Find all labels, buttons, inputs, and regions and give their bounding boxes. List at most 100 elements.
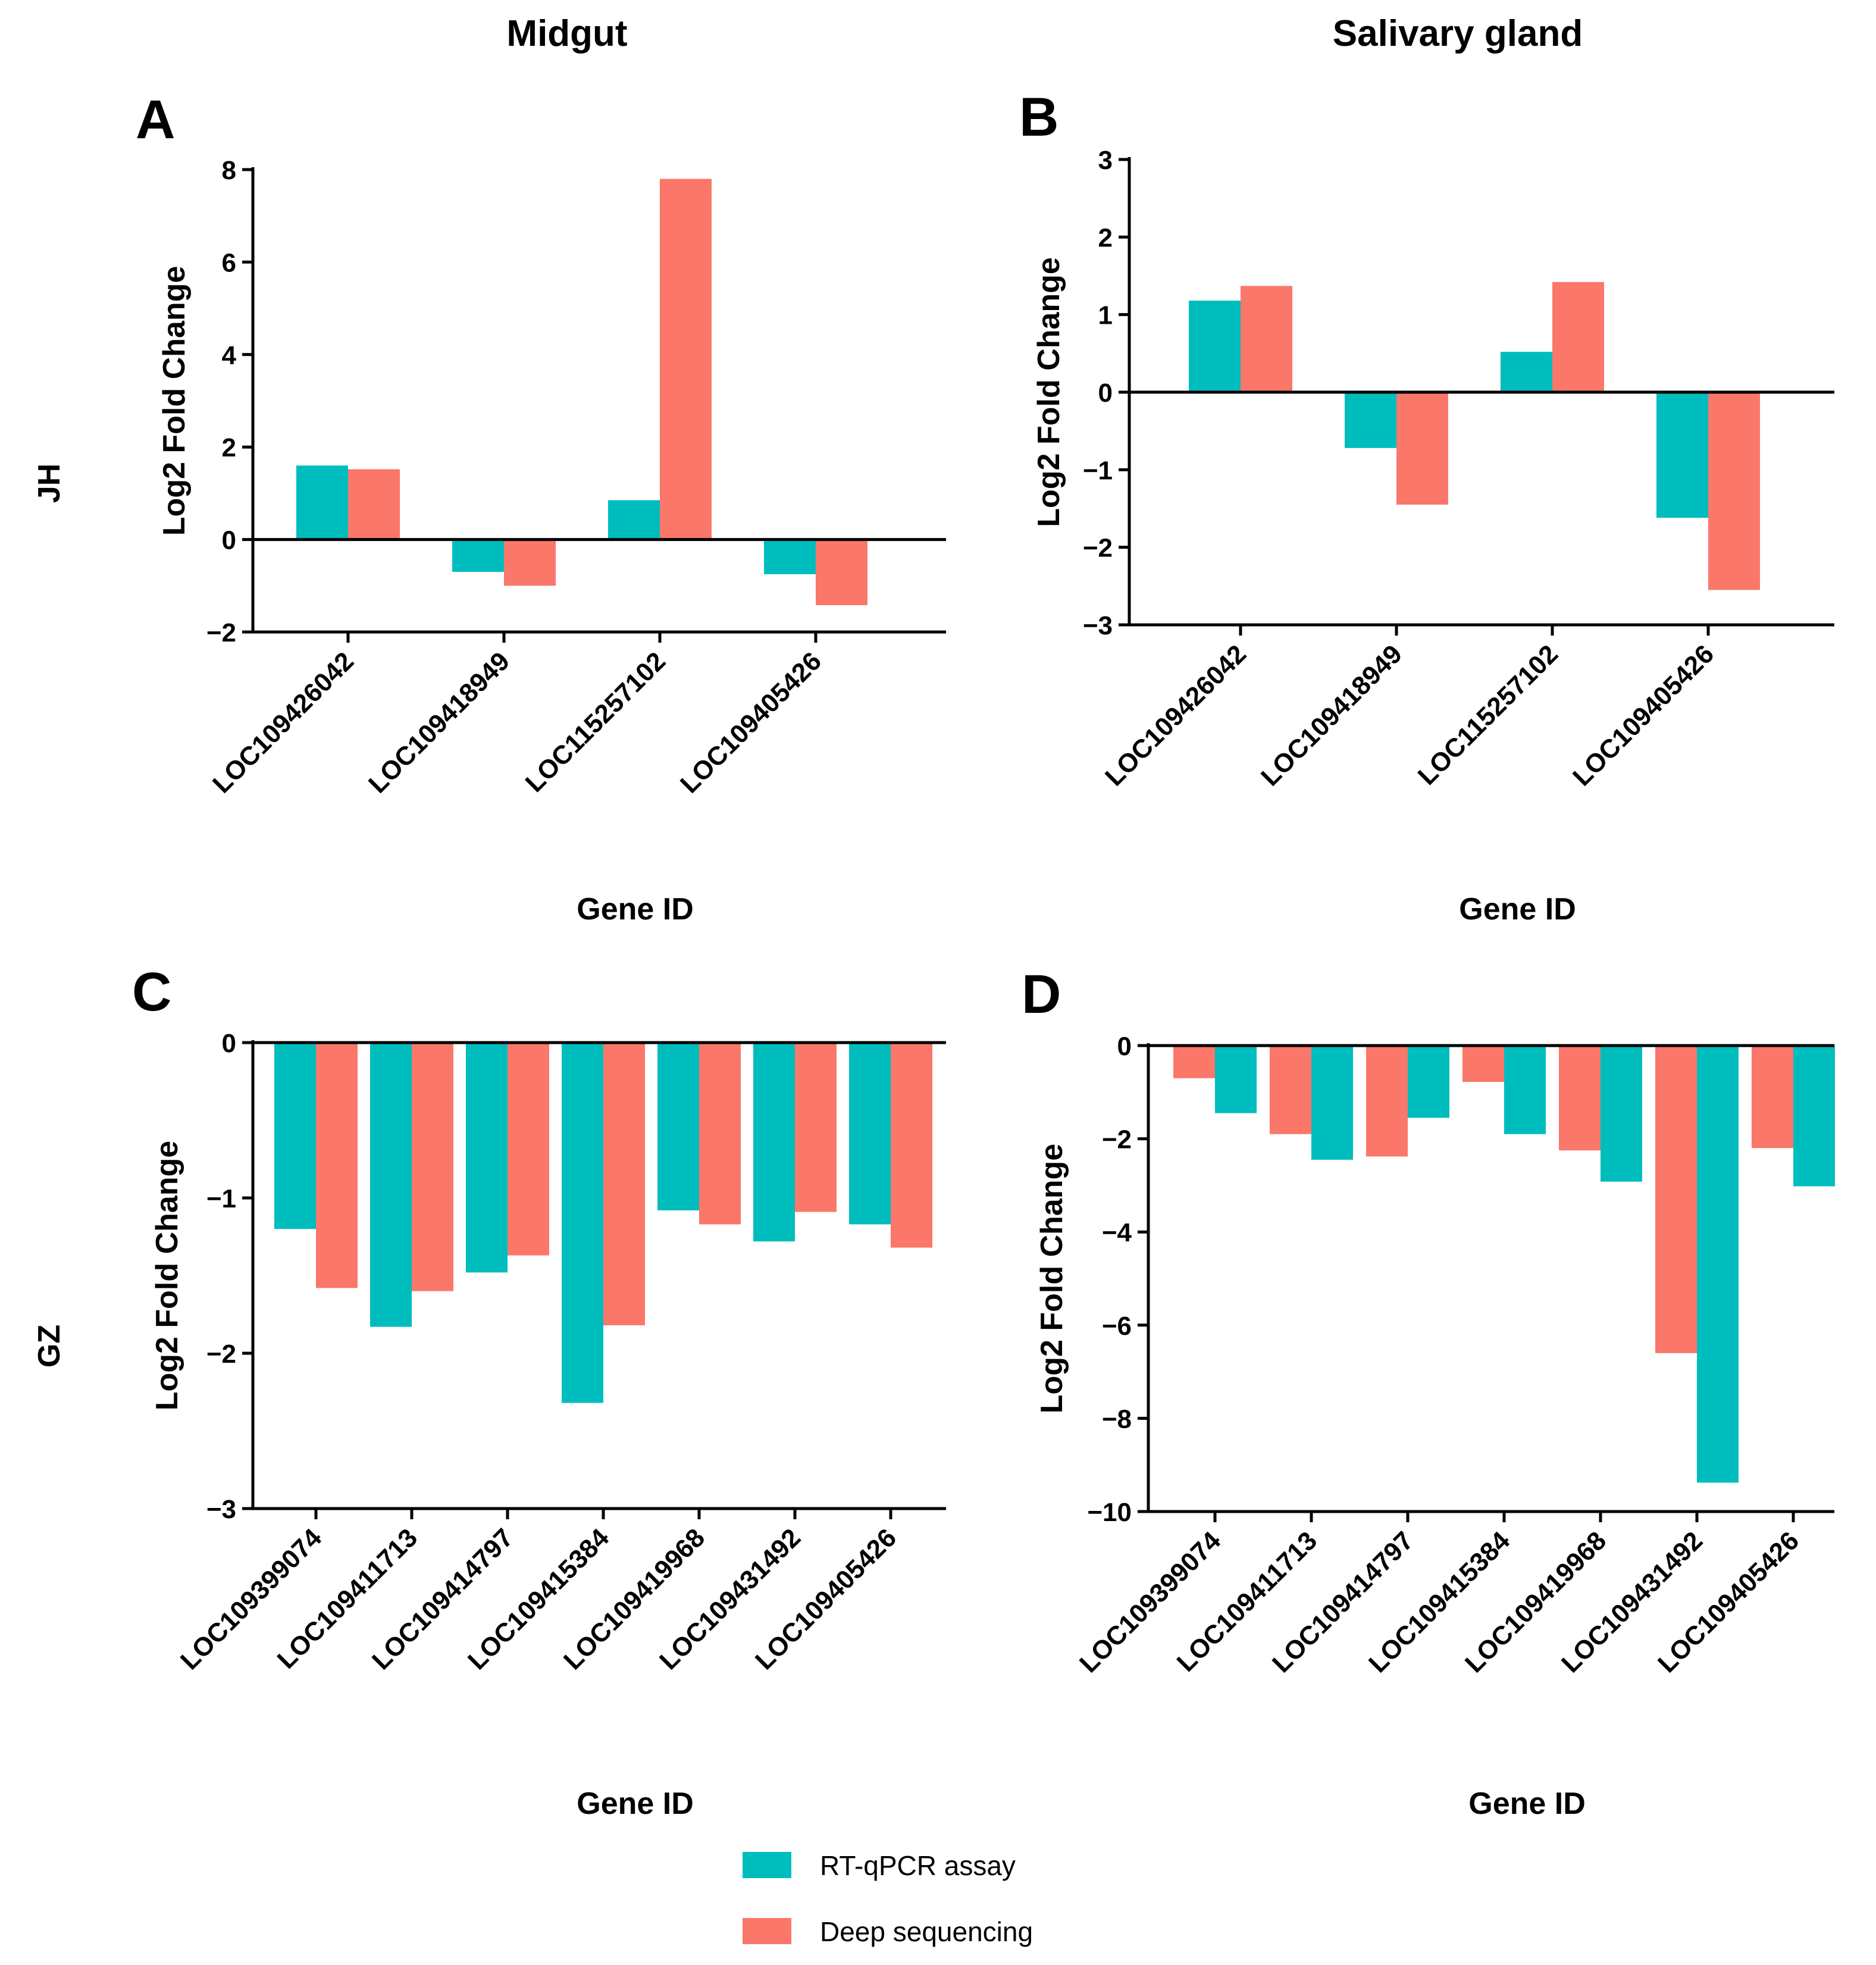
bar-c-rtqpcr-5	[657, 1043, 699, 1210]
y-tick-label-d-1: −8	[1102, 1404, 1132, 1434]
x-axis-title-d: Gene ID	[1468, 1786, 1586, 1821]
bar-b-deepseq-4	[1708, 392, 1760, 590]
y-tick-label-c-2: −1	[206, 1184, 236, 1213]
y-tick-label-a-1: 0	[222, 526, 236, 555]
legend-label-rtqpcr: RT-qPCR assay	[820, 1850, 1016, 1881]
y-tick-label-c-0: −3	[206, 1495, 236, 1524]
row-label-gz: GZ	[32, 1325, 67, 1368]
bar-d-rtqpcr-5	[1601, 1046, 1642, 1182]
bar-d-rtqpcr-1	[1215, 1046, 1257, 1113]
bar-a-deepseq-3	[660, 179, 712, 540]
bar-a-deepseq-2	[504, 539, 556, 586]
panel-letter-c: C	[132, 962, 171, 1022]
bar-c-rtqpcr-4	[562, 1043, 603, 1403]
bar-c-rtqpcr-6	[753, 1043, 795, 1242]
bar-c-deepseq-6	[795, 1043, 837, 1212]
x-tick-label-b-2: LOC109418949	[1255, 639, 1408, 791]
chart-a: −2 0 2 4 6 8 LOC109426042 LOC109418949 LOC115257…	[157, 156, 946, 927]
bar-d-deepseq-6	[1655, 1046, 1697, 1353]
legend-label-deepseq: Deep sequencing	[820, 1916, 1033, 1947]
bar-c-rtqpcr-2	[370, 1043, 412, 1327]
x-tick-label-a-3: LOC115257102	[520, 646, 671, 797]
chart-c: −3−2−10LOC109399074LOC109411713LOC109414…	[150, 1029, 946, 1821]
y-axis-title-a: Log2 Fold Change	[157, 266, 192, 536]
bar-c-deepseq-2	[412, 1043, 453, 1291]
x-tick-label-b-4: LOC109405426	[1567, 639, 1720, 791]
bar-d-deepseq-3	[1366, 1046, 1408, 1157]
bar-b-rtqpcr-3	[1501, 352, 1552, 392]
bar-d-rtqpcr-6	[1697, 1046, 1739, 1483]
y-tick-label-c-1: −2	[206, 1340, 236, 1369]
x-tick-label-b-3: LOC115257102	[1413, 639, 1564, 790]
y-tick-label-b-3: 0	[1098, 378, 1113, 408]
bar-d-deepseq-1	[1173, 1046, 1215, 1078]
column-title-midgut: Midgut	[506, 13, 627, 54]
bar-b-deepseq-2	[1396, 392, 1448, 505]
y-tick-label-b-2: −1	[1083, 456, 1113, 485]
bar-d-rtqpcr-2	[1311, 1046, 1353, 1160]
bar-a-rtqpcr-2	[452, 539, 504, 572]
bar-d-rtqpcr-3	[1408, 1046, 1449, 1118]
y-tick-label-b-4: 1	[1098, 301, 1113, 330]
panel-letter-d: D	[1022, 964, 1061, 1025]
bar-d-rtqpcr-4	[1504, 1046, 1546, 1134]
y-tick-label-d-4: −2	[1102, 1125, 1132, 1154]
y-tick-label-d-5: 0	[1117, 1032, 1132, 1061]
legend-swatch-rtqpcr	[743, 1852, 791, 1878]
y-tick-label-a-4: 6	[222, 248, 236, 277]
column-title-salivary-gland: Salivary gland	[1333, 13, 1583, 54]
row-label-jh: JH	[32, 464, 67, 503]
legend: RT-qPCR assay Deep sequencing	[743, 1850, 1033, 1947]
y-tick-label-d-2: −6	[1102, 1312, 1132, 1341]
bar-a-rtqpcr-1	[296, 465, 348, 540]
bar-a-deepseq-4	[816, 539, 867, 605]
bar-c-rtqpcr-3	[466, 1043, 508, 1273]
y-tick-label-d-0: −10	[1087, 1498, 1132, 1527]
y-tick-label-a-3: 4	[222, 341, 237, 370]
chart-b: −3 −2 −1 0 1 2 3 LOC109426042 LOC109418949 LOC115…	[1032, 146, 1834, 927]
bar-b-deepseq-1	[1241, 286, 1292, 392]
panel-letter-b: B	[1019, 87, 1058, 148]
bar-a-rtqpcr-4	[764, 539, 816, 574]
bar-c-deepseq-1	[316, 1043, 358, 1288]
chart-d: −10−8−6−4−20LOC109399074LOC109411713LOC1…	[1035, 1032, 1835, 1821]
y-tick-label-c-3: 0	[222, 1029, 236, 1058]
x-tick-label-a-4: LOC109405426	[675, 646, 827, 799]
bar-d-deepseq-5	[1559, 1046, 1601, 1151]
x-tick-label-a-1: LOC109426042	[207, 646, 359, 799]
bar-c-rtqpcr-7	[849, 1043, 891, 1225]
bar-a-rtqpcr-3	[608, 500, 660, 540]
y-tick-label-a-0: −2	[206, 618, 236, 647]
y-tick-label-b-0: −3	[1083, 611, 1113, 640]
bar-c-rtqpcr-1	[274, 1043, 316, 1229]
x-axis-title-a: Gene ID	[577, 892, 694, 927]
x-tick-label-a-2: LOC109418949	[363, 646, 515, 799]
y-tick-label-d-3: −4	[1102, 1218, 1132, 1247]
bar-b-rtqpcr-2	[1345, 392, 1396, 448]
x-axis-title-b: Gene ID	[1459, 892, 1576, 927]
y-axis-title-d: Log2 Fold Change	[1035, 1144, 1069, 1414]
bar-b-rtqpcr-1	[1189, 301, 1241, 392]
y-tick-label-b-5: 2	[1098, 223, 1113, 252]
bar-d-deepseq-2	[1270, 1046, 1311, 1134]
bar-a-deepseq-1	[348, 469, 400, 540]
bar-d-deepseq-4	[1462, 1046, 1504, 1082]
bar-b-deepseq-3	[1552, 281, 1604, 392]
bar-c-deepseq-5	[699, 1043, 741, 1225]
bar-c-deepseq-7	[891, 1043, 932, 1248]
y-tick-label-b-1: −2	[1083, 534, 1113, 563]
y-axis-title-c: Log2 Fold Change	[150, 1141, 184, 1411]
x-axis-title-c: Gene ID	[577, 1786, 694, 1821]
bar-d-deepseq-7	[1752, 1046, 1793, 1149]
y-tick-label-a-5: 8	[222, 156, 236, 185]
bar-c-deepseq-3	[508, 1043, 549, 1256]
bar-b-rtqpcr-4	[1656, 392, 1708, 518]
y-axis-title-b: Log2 Fold Change	[1032, 257, 1066, 527]
y-tick-label-a-2: 2	[222, 433, 236, 462]
panel-letter-a: A	[136, 89, 175, 150]
bar-c-deepseq-4	[603, 1043, 645, 1326]
y-tick-label-b-6: 3	[1098, 146, 1113, 175]
x-tick-label-b-1: LOC109426042	[1100, 639, 1252, 791]
bar-d-rtqpcr-7	[1793, 1046, 1835, 1187]
